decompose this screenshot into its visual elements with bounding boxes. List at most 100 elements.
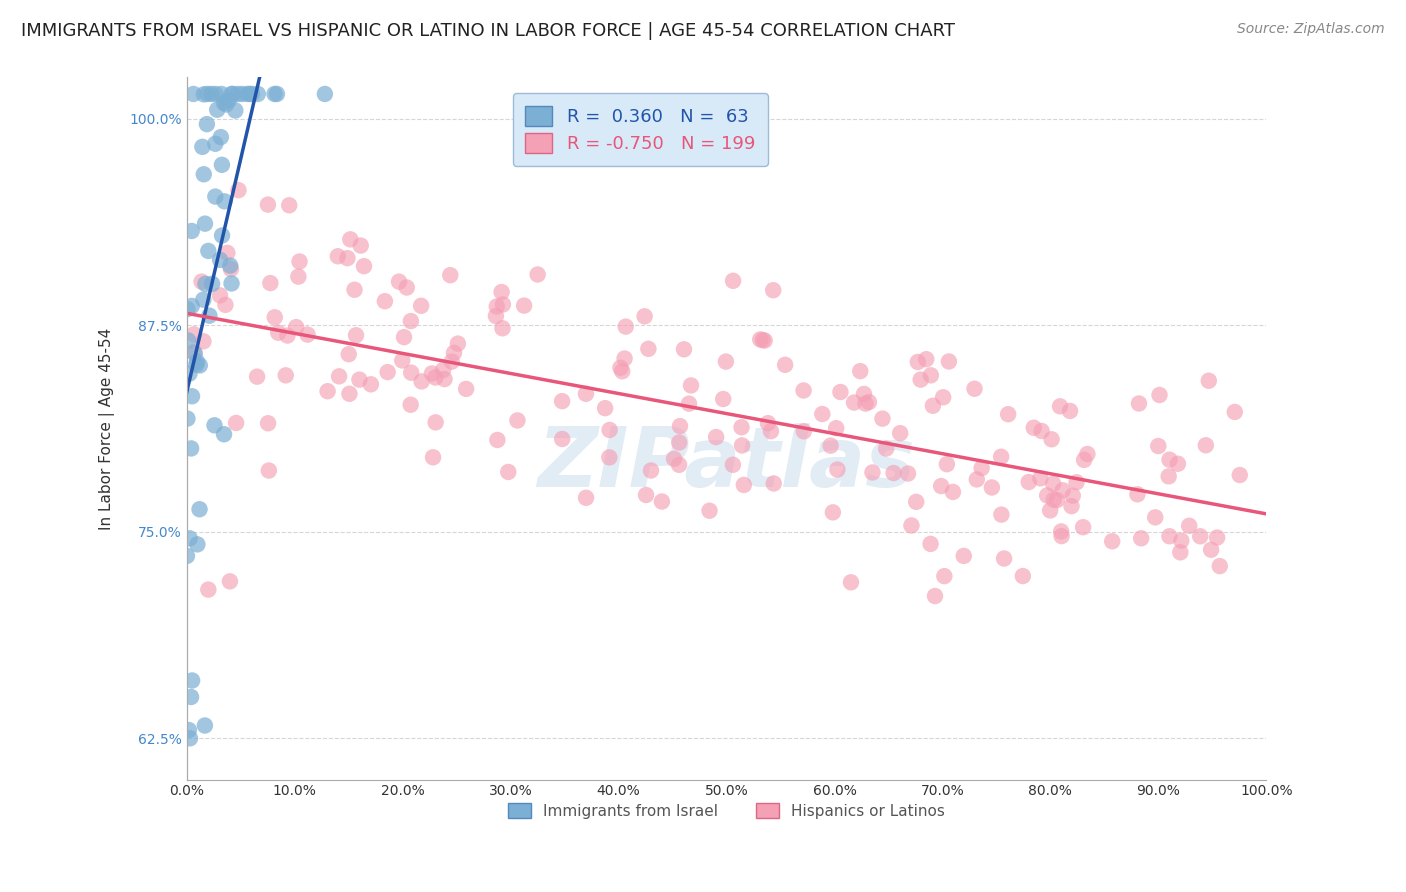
Point — [179, 367, 201, 381]
Point — [1062, 489, 1084, 503]
Point — [1157, 469, 1180, 483]
Point — [225, 416, 247, 430]
Point — [360, 377, 382, 392]
Point — [730, 420, 752, 434]
Text: Source: ZipAtlas.com: Source: ZipAtlas.com — [1237, 22, 1385, 37]
Point — [297, 327, 319, 342]
Point — [679, 378, 702, 392]
Point — [433, 372, 456, 386]
Point — [762, 283, 785, 297]
Point — [184, 346, 207, 360]
Point — [411, 299, 433, 313]
Point — [420, 367, 443, 381]
Point — [907, 355, 929, 369]
Point — [388, 275, 411, 289]
Point — [180, 224, 202, 238]
Point — [195, 117, 218, 131]
Point — [183, 87, 205, 101]
Point — [209, 252, 232, 267]
Point — [924, 589, 946, 603]
Point — [316, 384, 339, 399]
Point — [920, 368, 942, 383]
Point — [966, 472, 988, 486]
Text: IMMIGRANTS FROM ISRAEL VS HISPANIC OR LATINO IN LABOR FORCE | AGE 45-54 CORRELAT: IMMIGRANTS FROM ISRAEL VS HISPANIC OR LA… — [21, 22, 955, 40]
Point — [193, 293, 215, 307]
Point — [180, 690, 202, 704]
Point — [339, 386, 361, 401]
Point — [193, 87, 215, 102]
Point — [637, 342, 659, 356]
Point — [526, 268, 548, 282]
Point — [733, 478, 755, 492]
Point — [200, 87, 222, 101]
Point — [208, 288, 231, 302]
Point — [197, 582, 219, 597]
Point — [177, 334, 200, 348]
Point — [1159, 452, 1181, 467]
Point — [263, 310, 285, 325]
Point — [963, 382, 986, 396]
Point — [201, 277, 224, 291]
Point — [932, 390, 955, 404]
Point — [492, 297, 515, 311]
Point — [285, 320, 308, 334]
Point — [751, 333, 773, 347]
Point — [609, 360, 631, 375]
Point — [411, 375, 433, 389]
Point — [349, 373, 371, 387]
Point — [399, 366, 422, 380]
Point — [231, 87, 253, 101]
Point — [205, 103, 228, 117]
Point — [990, 508, 1012, 522]
Point — [872, 411, 894, 425]
Point — [905, 495, 928, 509]
Point — [1199, 542, 1222, 557]
Point — [678, 397, 700, 411]
Point — [181, 389, 204, 403]
Point — [651, 494, 673, 508]
Point — [263, 87, 285, 101]
Point — [915, 352, 938, 367]
Point — [190, 275, 212, 289]
Point — [668, 435, 690, 450]
Point — [1011, 569, 1033, 583]
Point — [204, 418, 226, 433]
Point — [634, 488, 657, 502]
Point — [839, 575, 862, 590]
Point — [197, 244, 219, 258]
Point — [793, 384, 815, 398]
Point — [575, 491, 598, 505]
Point — [1042, 492, 1064, 507]
Point — [276, 328, 298, 343]
Point — [825, 421, 848, 435]
Point — [240, 87, 263, 101]
Point — [204, 136, 226, 151]
Point — [551, 394, 574, 409]
Point — [889, 426, 911, 441]
Point — [209, 130, 232, 145]
Point — [662, 451, 685, 466]
Point — [704, 430, 727, 444]
Point — [343, 283, 366, 297]
Point — [699, 504, 721, 518]
Point — [219, 262, 242, 277]
Point — [1195, 438, 1218, 452]
Point — [440, 354, 463, 368]
Point — [1060, 499, 1083, 513]
Point — [1128, 396, 1150, 410]
Point — [219, 259, 242, 273]
Point — [1144, 510, 1167, 524]
Point — [188, 502, 211, 516]
Point — [575, 386, 598, 401]
Point — [314, 87, 336, 101]
Point — [214, 194, 236, 209]
Point — [485, 309, 508, 323]
Point — [353, 259, 375, 273]
Point — [432, 363, 454, 377]
Point — [186, 354, 208, 368]
Point — [773, 358, 796, 372]
Point — [337, 347, 360, 361]
Point — [246, 369, 269, 384]
Point — [830, 384, 852, 399]
Point — [395, 280, 418, 294]
